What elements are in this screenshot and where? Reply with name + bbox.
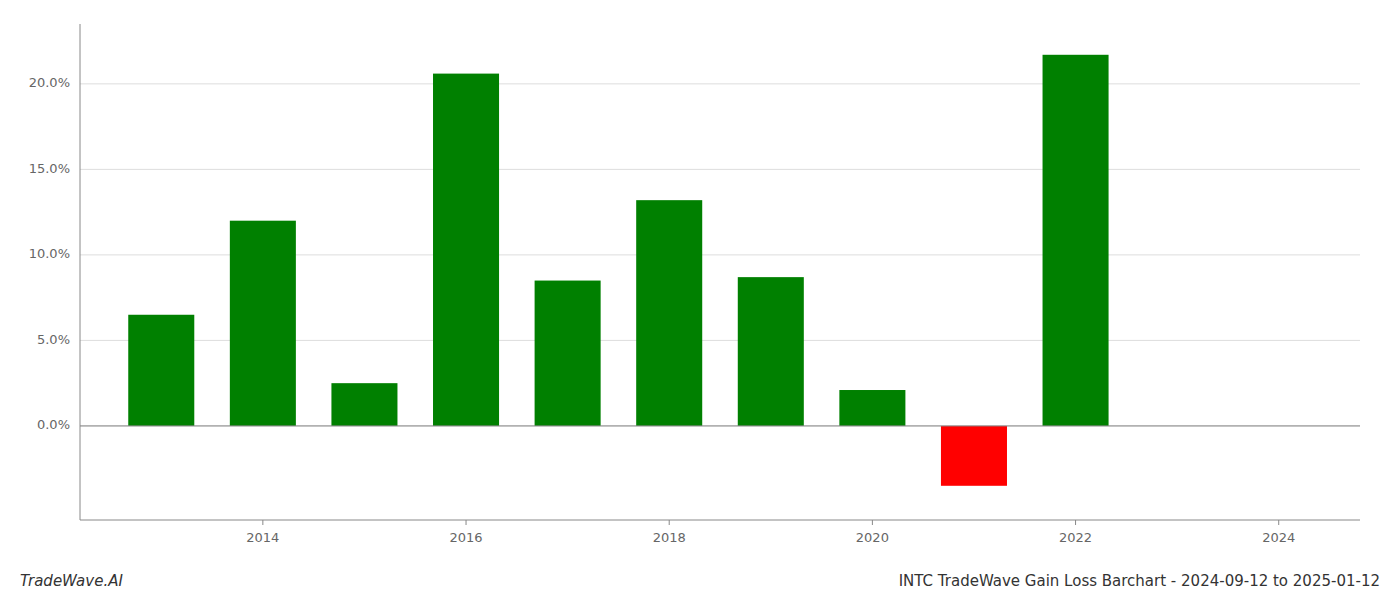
y-grid	[80, 84, 1360, 426]
y-tick-label: 20.0%	[29, 75, 70, 90]
bar	[331, 383, 397, 426]
grid-line	[80, 169, 1360, 170]
x-tick	[1278, 520, 1279, 525]
x-tick	[466, 520, 467, 525]
grid-line	[80, 425, 1360, 426]
bar	[433, 74, 499, 426]
bar	[535, 281, 601, 426]
y-tick-label: 0.0%	[37, 417, 70, 432]
x-tick-label: 2016	[449, 530, 482, 545]
y-tick-label: 10.0%	[29, 246, 70, 261]
bar	[1043, 55, 1109, 426]
y-axis-line	[80, 24, 81, 520]
x-tick	[262, 520, 263, 525]
x-tick-label: 2014	[246, 530, 279, 545]
grid-line	[80, 83, 1360, 84]
y-tick-label: 5.0%	[37, 332, 70, 347]
chart-svg: 0.0%5.0%10.0%15.0%20.0%20142016201820202…	[0, 0, 1400, 600]
watermark: TradeWave.AI	[20, 572, 123, 590]
y-tick-label: 15.0%	[29, 161, 70, 176]
x-tick-label: 2024	[1262, 530, 1295, 545]
bar	[839, 390, 905, 426]
title: INTC TradeWave Gain Loss Barchart - 2024…	[899, 572, 1380, 590]
x-tick	[1075, 520, 1076, 525]
x-tick	[872, 520, 873, 525]
bar	[636, 200, 702, 426]
x-axis-line	[80, 520, 1360, 521]
bar	[941, 426, 1007, 486]
bar	[230, 221, 296, 426]
x-ticks: 2014 2016 2018 2020 2022 2024	[246, 520, 1295, 545]
x-tick	[669, 520, 670, 525]
x-tick-label: 2020	[856, 530, 889, 545]
y-tick-labels: 0.0% 5.0% 10.0% 15.0% 20.0%	[29, 75, 70, 432]
x-tick-label: 2022	[1059, 530, 1092, 545]
axes	[80, 24, 1360, 520]
bars	[128, 55, 1108, 486]
chart-container: 0.0%5.0%10.0%15.0%20.0%20142016201820202…	[0, 0, 1400, 600]
x-tick-label: 2018	[653, 530, 686, 545]
zero-line	[80, 425, 1360, 426]
bar	[128, 315, 194, 426]
bar	[738, 277, 804, 426]
